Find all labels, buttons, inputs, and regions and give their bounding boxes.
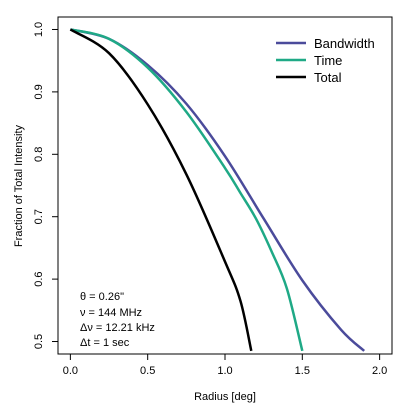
annotation-delta-nu: Δν = 12.21 kHz [80, 322, 155, 334]
y-tick-label: 1.0 [33, 22, 45, 37]
y-tick-label: 0.6 [33, 271, 45, 286]
x-axis-ticks: 0.0 0.5 1.0 1.5 2.0 [63, 354, 387, 377]
series-line-total [69, 28, 253, 352]
legend: Bandwidth Time Total [276, 36, 375, 85]
y-tick-label: 0.9 [33, 84, 45, 99]
x-tick-label: 1.0 [217, 365, 232, 377]
x-tick-label: 0.5 [140, 365, 155, 377]
annotation-theta: θ = 0.26" [80, 291, 124, 303]
x-axis-title: Radius [deg] [194, 391, 256, 403]
legend-label-bandwidth: Bandwidth [314, 36, 375, 51]
annotation-block: θ = 0.26" ν = 144 MHz Δν = 12.21 kHz Δt … [80, 291, 155, 349]
x-tick-label: 2.0 [372, 365, 387, 377]
y-tick-label: 0.8 [33, 147, 45, 162]
x-tick-label: 0.0 [63, 365, 78, 377]
y-tick-label: 0.5 [33, 334, 45, 349]
legend-label-time: Time [314, 53, 342, 68]
series-lines [69, 28, 366, 352]
y-tick-label: 0.7 [33, 209, 45, 224]
legend-label-total: Total [314, 70, 342, 85]
annotation-delta-t: Δt = 1 sec [80, 337, 130, 349]
y-axis-ticks: 0.5 0.6 0.7 0.8 0.9 1.0 [33, 22, 58, 349]
x-tick-label: 1.5 [295, 365, 310, 377]
y-axis-title: Fraction of Total Intensity [13, 124, 25, 247]
annotation-nu: ν = 144 MHz [80, 307, 142, 319]
series-line-time [70, 28, 304, 352]
